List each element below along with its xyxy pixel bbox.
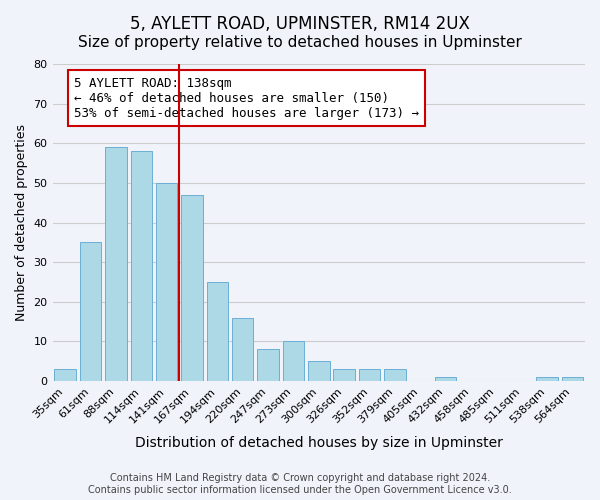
Bar [308,361,329,381]
Text: Contains HM Land Registry data © Crown copyright and database right 2024.
Contai: Contains HM Land Registry data © Crown c… [88,474,512,495]
X-axis label: Distribution of detached houses by size in Upminster: Distribution of detached houses by size … [135,436,503,450]
Bar [562,377,583,381]
Bar [55,369,76,381]
Bar [257,350,279,381]
Bar [435,377,457,381]
Bar [536,377,558,381]
Bar [131,151,152,381]
Bar [334,369,355,381]
Bar [359,369,380,381]
Bar [232,318,253,381]
Bar [283,342,304,381]
Text: 5 AYLETT ROAD: 138sqm
← 46% of detached houses are smaller (150)
53% of semi-det: 5 AYLETT ROAD: 138sqm ← 46% of detached … [74,76,419,120]
Bar [181,195,203,381]
Text: 5, AYLETT ROAD, UPMINSTER, RM14 2UX: 5, AYLETT ROAD, UPMINSTER, RM14 2UX [130,15,470,33]
Bar [105,147,127,381]
Text: Size of property relative to detached houses in Upminster: Size of property relative to detached ho… [78,35,522,50]
Y-axis label: Number of detached properties: Number of detached properties [15,124,28,321]
Bar [156,183,178,381]
Bar [80,242,101,381]
Bar [384,369,406,381]
Bar [206,282,228,381]
